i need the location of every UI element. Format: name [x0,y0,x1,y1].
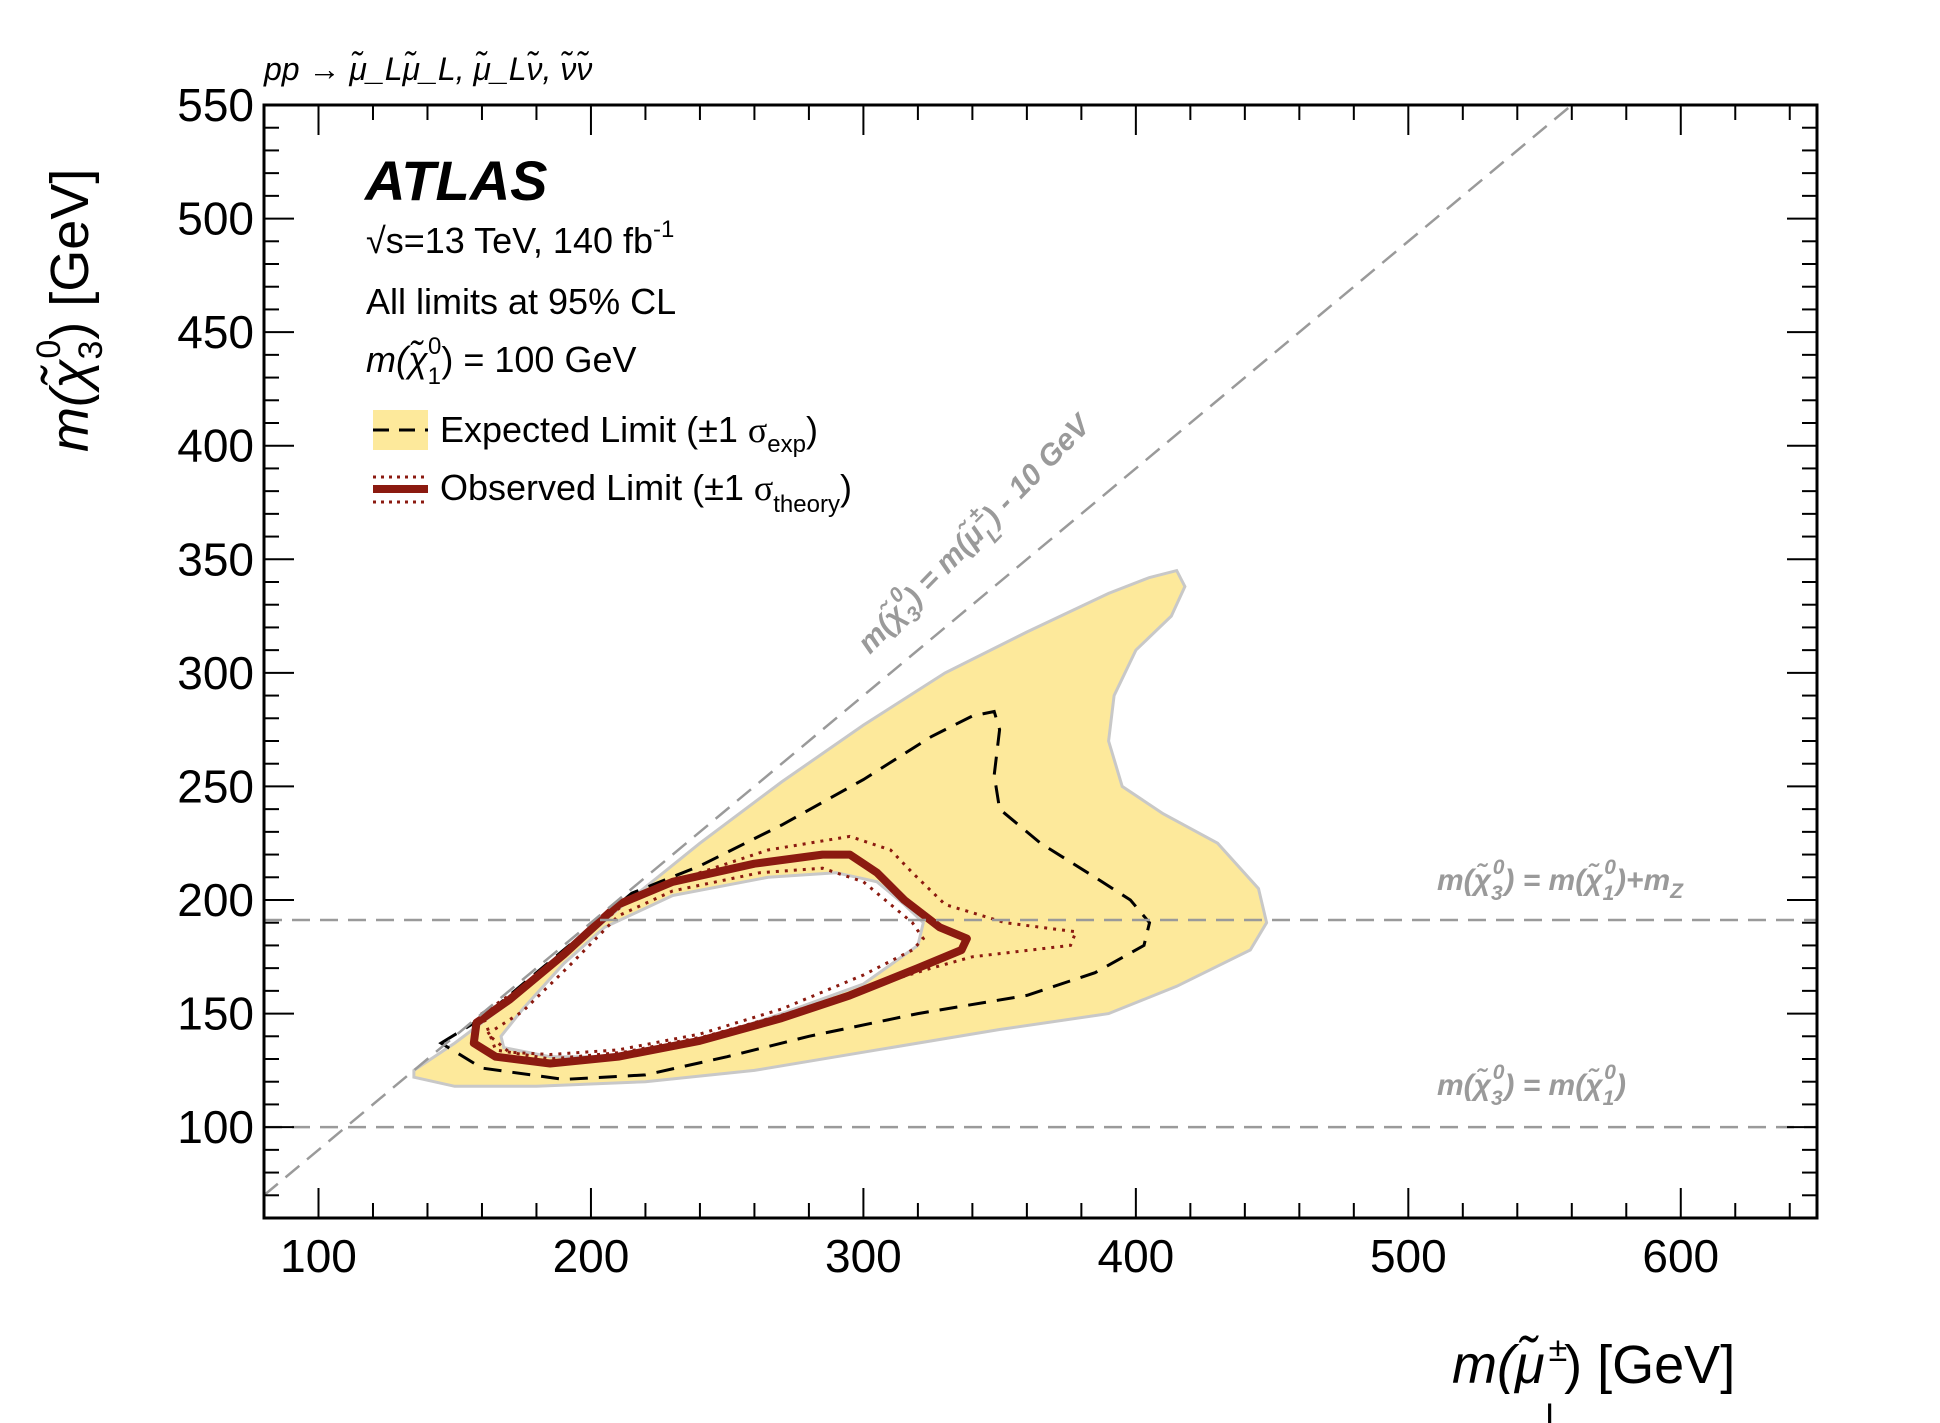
x-axis-title: m(μ̃ ± L) [GeV] [1452,1331,1735,1423]
y-tick-label: 500 [177,193,254,245]
expected-limit-band [412,568,1269,1088]
y-tick-label: 250 [177,760,254,812]
x-tick-label: 500 [1370,1230,1447,1282]
plot-frame [262,103,1819,1220]
mz-line-label: m(χ̃30) = m(χ̃10)+mZ [1437,856,1684,905]
energy-lumi-label: √s=13 TeV, 140 fb-1 [366,216,674,261]
y-tick-label: 100 [177,1101,254,1153]
y-tick-label: 200 [177,874,254,926]
process-label: pp → μ̃_Lμ̃_L, μ̃_Lν̃, ν̃ν̃ [263,51,592,87]
x-tick-label: 300 [825,1230,902,1282]
x-tick-label: 600 [1642,1230,1719,1282]
y-tick-label: 300 [177,647,254,699]
x-tick-label: 400 [1097,1230,1174,1282]
atlas-label: ATLAS [363,149,548,212]
legend-expected-label: Expected Limit (±1 σexp) [440,409,818,458]
y-tick-label: 150 [177,988,254,1040]
observed-limit-line [469,850,971,1068]
x-tick-label: 100 [280,1230,357,1282]
legend-observed-label: Observed Limit (±1 σtheory) [440,467,852,518]
y-tick-label: 550 [177,79,254,131]
y-tick-label: 400 [177,420,254,472]
cl-label: All limits at 95% CL [366,281,676,322]
observed-limit-minus-sigma [484,866,926,1057]
reference-line-diagonal [264,105,1574,1197]
x-tick-label: 200 [553,1230,630,1282]
x-axis-ticks: 100 200 300 400 500 600 [263,105,1791,1282]
plot-area [264,105,1817,1197]
y-axis-ticks: 100 150 200 250 300 350 400 450 500 550 [177,79,1817,1219]
neutralino-mass-label: m(χ̃10) = 100 GeV [366,333,636,390]
y-tick-label: 350 [177,533,254,585]
y-tick-label: 450 [177,306,254,358]
neutralino-line-label: m(χ̃30) = m(χ̃10) [1437,1061,1626,1110]
legend: Expected Limit (±1 σexp) Observed Limit … [373,409,852,518]
y-axis-title: m(χ̃30) [GeV] [30,169,110,452]
